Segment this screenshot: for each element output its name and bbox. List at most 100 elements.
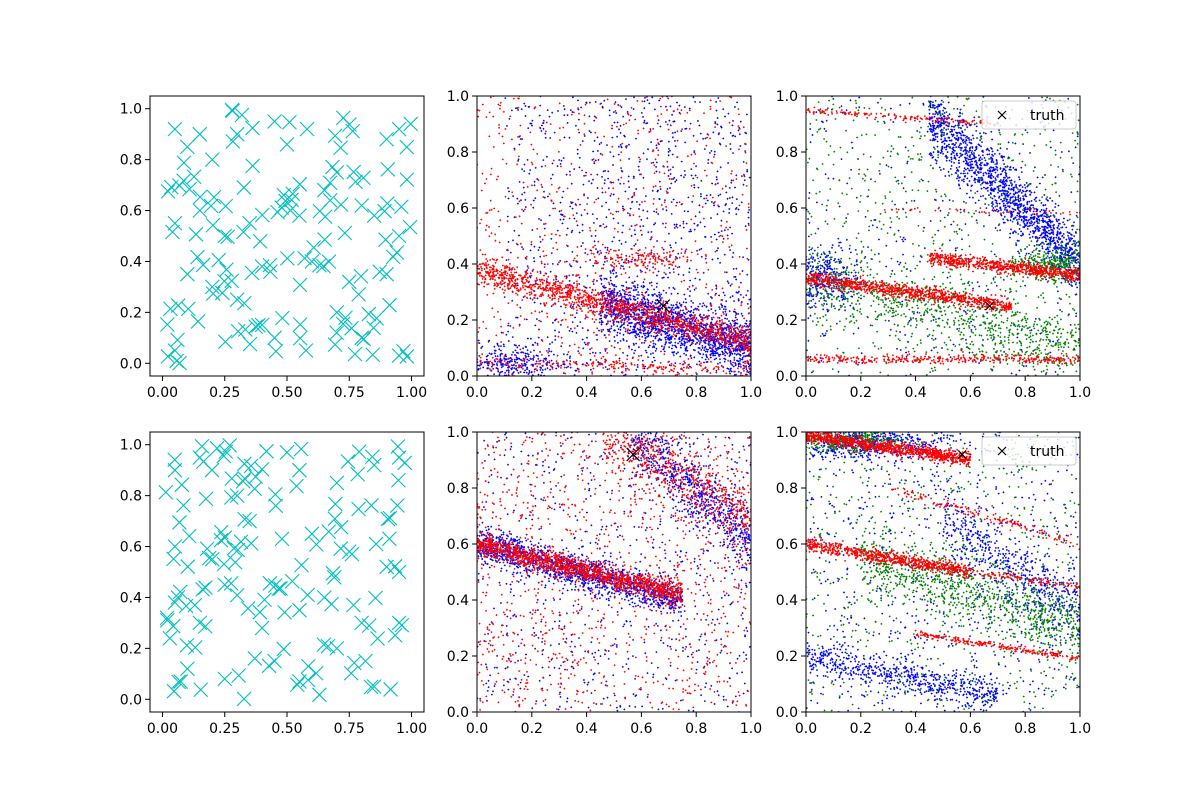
x-tick-label: 0.75 — [334, 385, 365, 401]
data-point — [190, 314, 206, 329]
data-point — [326, 569, 342, 585]
data-point — [333, 541, 349, 557]
data-point — [195, 581, 210, 597]
data-point — [292, 208, 307, 224]
x-tick-label: 0.4 — [904, 385, 926, 401]
data-point — [198, 580, 213, 596]
data-point — [341, 274, 357, 290]
data-point — [243, 535, 259, 551]
data-point — [181, 528, 197, 544]
data-point — [268, 343, 284, 359]
data-point — [222, 438, 238, 453]
data-point — [162, 630, 178, 646]
data-point — [324, 596, 339, 612]
data-point — [167, 452, 183, 468]
truth-marker — [656, 299, 671, 313]
data-point — [333, 140, 348, 156]
y-tick-label: 0.8 — [776, 145, 798, 161]
y-tick-label: 0.2 — [776, 649, 798, 665]
x-tick-label: 0.8 — [1014, 385, 1036, 401]
data-point — [242, 215, 258, 231]
data-point — [279, 444, 295, 460]
legend-truth-label: truth — [1030, 444, 1064, 460]
data-point — [240, 601, 256, 616]
data-point — [379, 131, 395, 147]
data-point — [294, 557, 309, 573]
data-point — [170, 590, 186, 605]
data-point — [187, 640, 203, 655]
data-point — [237, 511, 253, 527]
x-tick-label: 0.0 — [466, 721, 488, 737]
y-tick-label: 0.8 — [120, 153, 142, 169]
axes-frame — [476, 431, 752, 713]
data-point — [327, 511, 343, 527]
data-point — [182, 181, 197, 197]
y-tick-label: 0.6 — [776, 537, 798, 553]
data-point — [267, 330, 282, 346]
data-point — [282, 114, 297, 130]
data-point — [166, 683, 182, 699]
data-point — [322, 175, 338, 191]
data-point — [279, 250, 295, 266]
data-point — [292, 277, 308, 293]
data-point — [364, 449, 380, 465]
data-point — [201, 550, 217, 566]
plot-area — [477, 432, 751, 712]
y-tick-label: 0.4 — [776, 593, 798, 609]
data-point — [393, 199, 409, 215]
plot-area — [159, 102, 419, 371]
legend-box — [981, 100, 1077, 130]
data-point — [325, 565, 341, 581]
data-point — [403, 116, 419, 132]
data-point — [237, 322, 253, 337]
data-point — [234, 107, 250, 123]
y-tick-label: 0.2 — [447, 313, 469, 329]
plot-area — [806, 432, 1080, 712]
data-point — [267, 114, 282, 129]
x-tick-label: 0.0 — [795, 721, 817, 737]
data-point — [236, 224, 251, 240]
y-tick-label: 0.6 — [120, 204, 142, 220]
data-point — [180, 301, 196, 317]
data-point — [172, 584, 188, 600]
data-point — [366, 679, 382, 694]
data-point — [254, 207, 270, 223]
series-red-points — [477, 432, 751, 712]
data-point — [167, 215, 183, 231]
data-point — [245, 158, 261, 174]
subplot-bottom-right: 0.0 0.2 0.4 0.6 0.8 1.0 0.0 0.2 0.4 0.6 0.8 1.0 trut… — [776, 425, 1091, 737]
plot-area — [806, 96, 1080, 376]
data-point — [306, 240, 322, 255]
data-point — [274, 531, 290, 547]
y-tick-label: 0.0 — [776, 369, 798, 385]
data-point — [217, 334, 233, 350]
data-point — [236, 456, 252, 472]
x-tick-label: 0.00 — [147, 721, 178, 737]
y-tick-label: 1.0 — [447, 89, 469, 105]
data-point — [204, 279, 220, 295]
data-point — [213, 532, 229, 548]
data-point — [292, 462, 307, 478]
legend-truth-marker — [997, 446, 1007, 456]
data-point — [383, 682, 399, 697]
y-tick-label: 0.0 — [447, 705, 469, 721]
data-point — [167, 121, 183, 137]
data-point — [160, 184, 176, 199]
data-point — [186, 169, 202, 185]
data-point — [321, 524, 337, 540]
data-point — [327, 128, 343, 144]
data-point — [216, 448, 232, 464]
data-point — [340, 454, 356, 469]
data-point — [312, 687, 327, 703]
data-point — [335, 316, 351, 332]
data-point — [381, 531, 397, 547]
x-tick-label: 1.0 — [740, 721, 762, 737]
data-point — [273, 581, 288, 596]
y-tick-label: 0.2 — [120, 305, 142, 321]
data-point — [167, 595, 183, 610]
data-point — [369, 310, 384, 326]
data-point — [348, 174, 363, 190]
data-point — [344, 320, 359, 336]
data-point — [292, 602, 307, 618]
data-point — [229, 292, 245, 308]
